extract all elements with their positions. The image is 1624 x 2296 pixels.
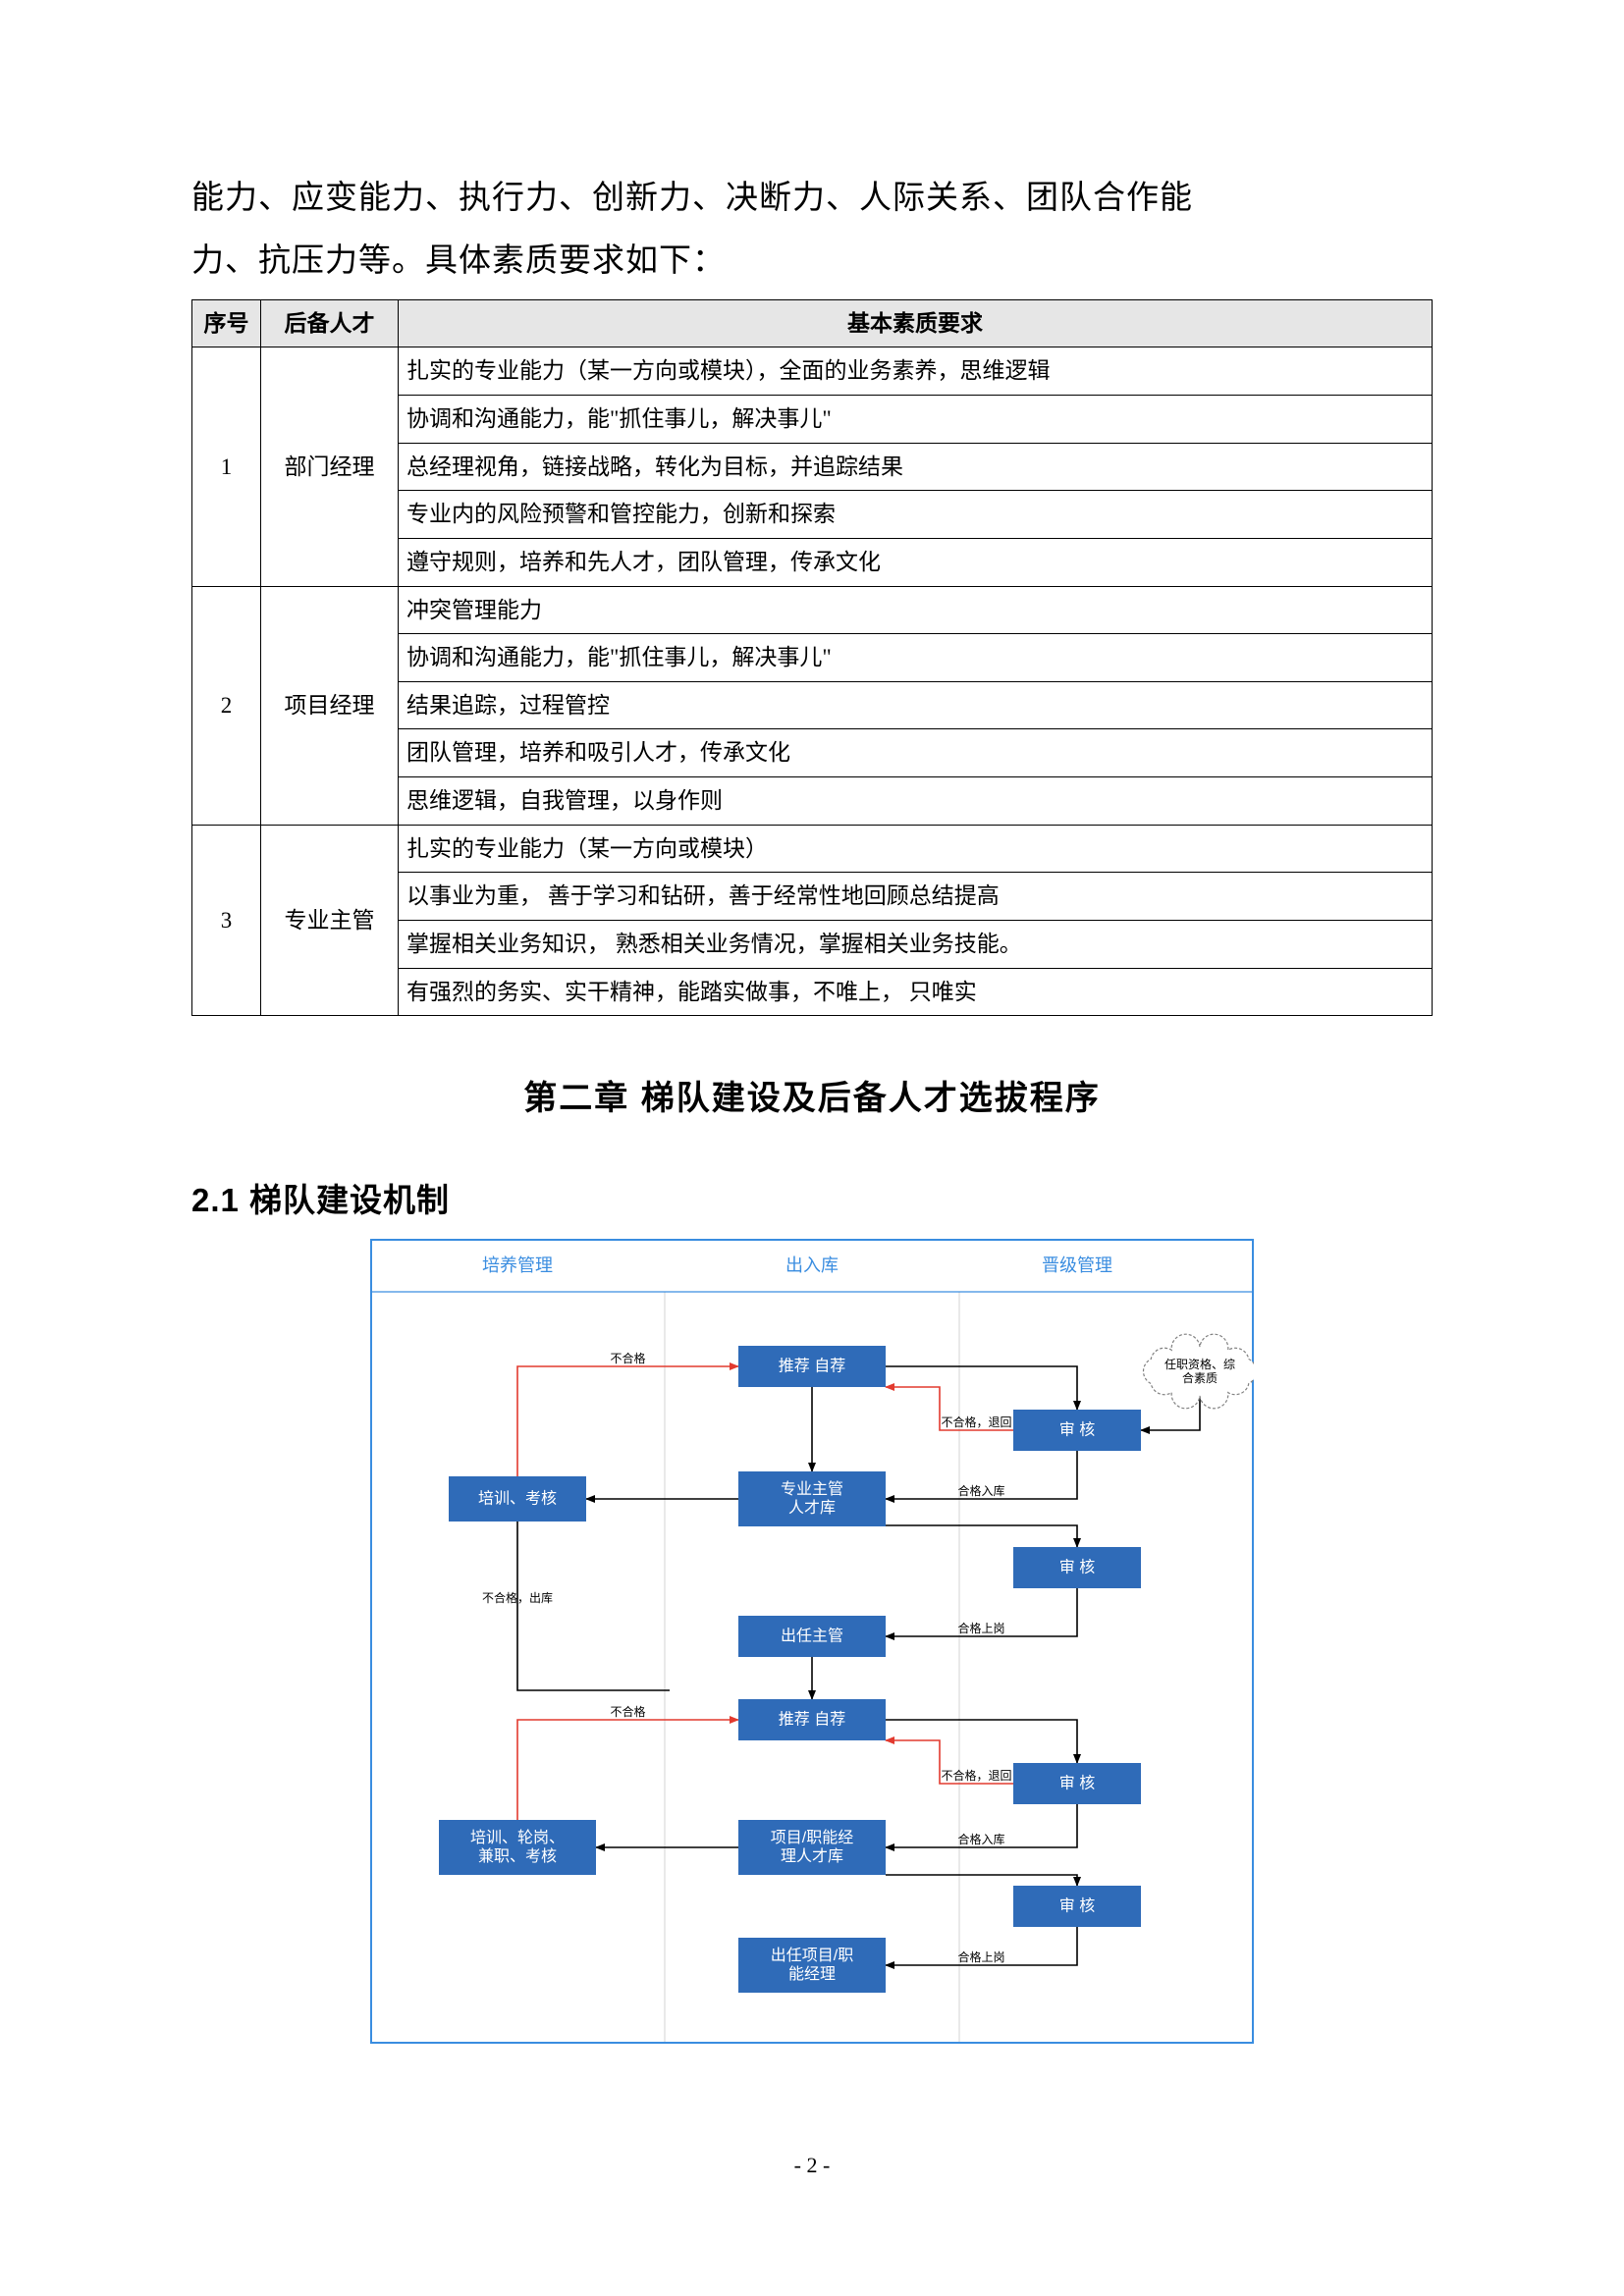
cell-requirement: 团队管理，培养和吸引人才，传承文化 bbox=[399, 729, 1433, 777]
svg-text:兼职、考核: 兼职、考核 bbox=[478, 1847, 557, 1865]
mechanism-flowchart: 培养管理出入库晋级管理不合格，退回合格入库合格上岗不合格，退回合格入库合格上岗不… bbox=[370, 1239, 1254, 2044]
intro-paragraph: 能力、应变能力、执行力、创新力、决断力、人际关系、团队合作能 力、抗压力等。具体… bbox=[191, 167, 1433, 294]
svg-text:审 核: 审 核 bbox=[1059, 1775, 1095, 1792]
svg-text:人才库: 人才库 bbox=[788, 1499, 836, 1517]
chapter-title: 第二章 梯队建设及后备人才选拔程序 bbox=[191, 1071, 1433, 1119]
svg-text:审 核: 审 核 bbox=[1059, 1559, 1095, 1576]
cell-requirement: 冲突管理能力 bbox=[399, 586, 1433, 634]
requirements-table: 序号 后备人才 基本素质要求 1部门经理扎实的专业能力（某一方向或模块），全面的… bbox=[191, 299, 1433, 1017]
col-role: 后备人才 bbox=[261, 299, 399, 347]
svg-text:能经理: 能经理 bbox=[788, 1965, 836, 1983]
svg-text:出任主管: 出任主管 bbox=[781, 1628, 843, 1645]
cell-requirement: 协调和沟通能力，能"抓住事儿，解决事儿" bbox=[399, 395, 1433, 443]
svg-text:晋级管理: 晋级管理 bbox=[1042, 1255, 1112, 1275]
col-req: 基本素质要求 bbox=[399, 299, 1433, 347]
table-row: 3专业主管扎实的专业能力（某一方向或模块） bbox=[192, 825, 1433, 873]
svg-text:不合格: 不合格 bbox=[610, 1351, 645, 1365]
svg-text:推荐 自荐: 推荐 自荐 bbox=[779, 1358, 845, 1375]
svg-text:审 核: 审 核 bbox=[1059, 1421, 1095, 1439]
svg-text:合格入库: 合格入库 bbox=[957, 1483, 1004, 1498]
svg-text:审 核: 审 核 bbox=[1059, 1897, 1095, 1915]
svg-text:不合格: 不合格 bbox=[610, 1704, 645, 1719]
cell-role: 项目经理 bbox=[261, 586, 399, 825]
svg-text:不合格，退回: 不合格，退回 bbox=[941, 1415, 1011, 1429]
cell-role: 专业主管 bbox=[261, 825, 399, 1016]
svg-text:合格入库: 合格入库 bbox=[957, 1832, 1004, 1846]
svg-text:项目/职能经: 项目/职能经 bbox=[771, 1829, 853, 1846]
svg-text:推荐 自荐: 推荐 自荐 bbox=[779, 1711, 845, 1729]
svg-text:不合格，出库: 不合格，出库 bbox=[482, 1590, 553, 1605]
svg-text:出入库: 出入库 bbox=[785, 1255, 839, 1275]
cell-seq: 1 bbox=[192, 347, 261, 586]
cell-requirement: 以事业为重， 善于学习和钻研，善于经常性地回顾总结提高 bbox=[399, 873, 1433, 921]
cell-requirement: 协调和沟通能力，能"抓住事儿，解决事儿" bbox=[399, 634, 1433, 682]
table-row: 2项目经理冲突管理能力 bbox=[192, 586, 1433, 634]
cell-requirement: 专业内的风险预警和管控能力，创新和探索 bbox=[399, 491, 1433, 539]
cell-role: 部门经理 bbox=[261, 347, 399, 586]
cell-seq: 2 bbox=[192, 586, 261, 825]
cell-requirement: 总经理视角，链接战略，转化为目标，并追踪结果 bbox=[399, 443, 1433, 491]
svg-text:合格上岗: 合格上岗 bbox=[957, 1621, 1004, 1635]
page-number: - 2 - bbox=[0, 2153, 1624, 2178]
cell-seq: 3 bbox=[192, 825, 261, 1016]
cell-requirement: 思维逻辑，自我管理，以身作则 bbox=[399, 777, 1433, 826]
cell-requirement: 掌握相关业务知识， 熟悉相关业务情况，掌握相关业务技能。 bbox=[399, 921, 1433, 969]
cell-requirement: 扎实的专业能力（某一方向或模块） bbox=[399, 825, 1433, 873]
svg-text:出任项目/职: 出任项目/职 bbox=[771, 1947, 853, 1964]
svg-text:合格上岗: 合格上岗 bbox=[957, 1949, 1004, 1964]
intro-line-1: 能力、应变能力、执行力、创新力、决断力、人际关系、团队合作能 bbox=[191, 181, 1193, 216]
svg-text:培训、轮岗、: 培训、轮岗、 bbox=[470, 1829, 565, 1846]
section-title: 2.1 梯队建设机制 bbox=[191, 1174, 1433, 1221]
svg-text:培养管理: 培养管理 bbox=[482, 1255, 553, 1275]
svg-text:理人才库: 理人才库 bbox=[781, 1847, 843, 1865]
svg-text:不合格，退回: 不合格，退回 bbox=[941, 1768, 1011, 1783]
cell-requirement: 结果追踪，过程管控 bbox=[399, 681, 1433, 729]
svg-text:专业主管: 专业主管 bbox=[781, 1480, 843, 1498]
cell-requirement: 有强烈的务实、实干精神，能踏实做事，不唯上， 只唯实 bbox=[399, 968, 1433, 1016]
intro-line-2: 力、抗压力等。具体素质要求如下： bbox=[191, 243, 726, 279]
svg-text:任职资格、综: 任职资格、综 bbox=[1164, 1357, 1235, 1371]
col-seq: 序号 bbox=[192, 299, 261, 347]
cell-requirement: 遵守规则，培养和先人才，团队管理，传承文化 bbox=[399, 538, 1433, 586]
svg-text:合素质: 合素质 bbox=[1182, 1370, 1218, 1385]
table-row: 1部门经理扎实的专业能力（某一方向或模块），全面的业务素养，思维逻辑 bbox=[192, 347, 1433, 396]
svg-text:培训、考核: 培训、考核 bbox=[478, 1490, 557, 1508]
cell-requirement: 扎实的专业能力（某一方向或模块），全面的业务素养，思维逻辑 bbox=[399, 347, 1433, 396]
